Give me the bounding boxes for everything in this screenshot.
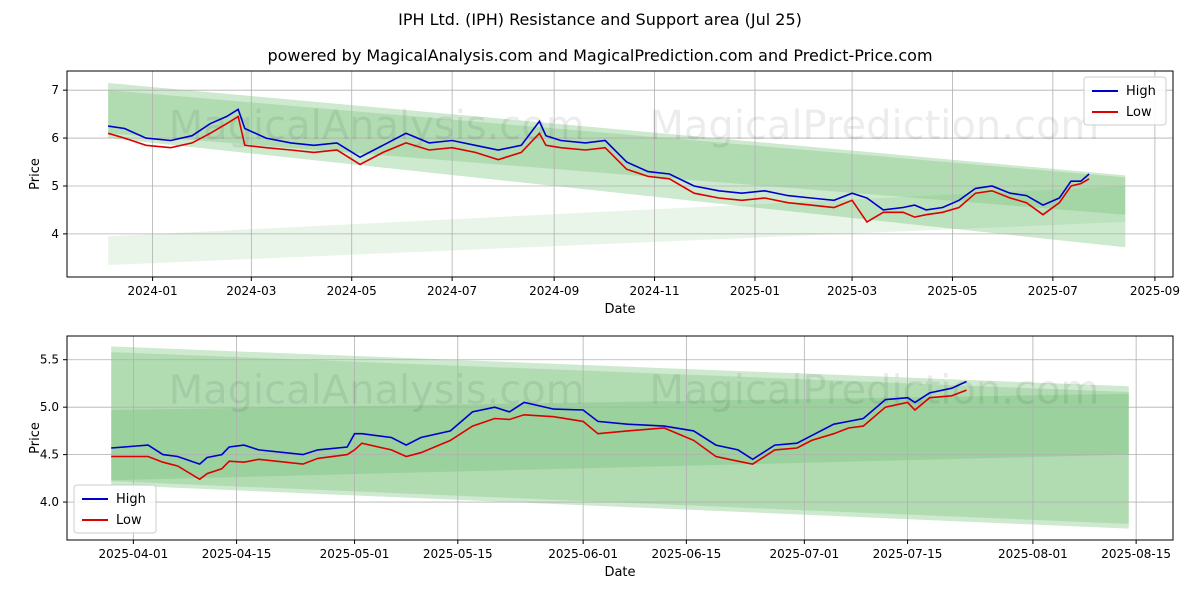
chart1-xtick-label-2024-01: 2024-01 — [128, 284, 178, 298]
chart1-ytick-label-6: 6 — [51, 131, 59, 145]
chart2-xtick-label-2025-07-01: 2025-07-01 — [769, 547, 839, 561]
chart2-y-axis-title: Price — [28, 422, 43, 454]
chart2-legend-label-low: Low — [116, 513, 142, 528]
chart1-ytick-label-5: 5 — [51, 179, 59, 193]
chart2-watermark-left: MagicalAnalysis.com — [169, 367, 585, 413]
chart1-band-support-lower — [108, 185, 1126, 266]
chart1-xtick-label-2024-11: 2024-11 — [629, 284, 679, 298]
chart2-xtick-label-2025-05-01: 2025-05-01 — [320, 547, 390, 561]
chart-full-range: MagicalAnalysis.com MagicalPrediction.com… — [28, 70, 1180, 317]
chart1-xtick-label-2025-09: 2025-09 — [1130, 284, 1180, 298]
chart1-legend-label-low: Low — [1126, 105, 1152, 120]
chart1-series-high — [107, 108, 1090, 211]
chart2-series-low — [111, 389, 967, 481]
chart-title: IPH Ltd. (IPH) Resistance and Support ar… — [398, 10, 802, 29]
chart2-band-core-band — [111, 393, 1129, 481]
chart1-watermark-right: MagicalPrediction.com — [649, 103, 1099, 149]
chart1-xtick-label-2024-05: 2024-05 — [327, 284, 377, 298]
chart1-ytick-label-4: 4 — [51, 227, 59, 241]
chart1-xtick-label-2025-01: 2025-01 — [730, 284, 780, 298]
chart2-ytick-label-5: 5.0 — [40, 400, 59, 414]
chart2-series-high — [111, 380, 967, 466]
chart1-xtick-label-2024-07: 2024-07 — [427, 284, 477, 298]
chart2-ytick-label-5.5: 5.5 — [40, 353, 59, 367]
chart1-x-axis-title: Date — [604, 302, 635, 317]
chart2-legend-label-high: High — [116, 492, 146, 507]
chart2-xtick-label-2025-05-15: 2025-05-15 — [423, 547, 493, 561]
chart2-watermark-right: MagicalPrediction.com — [649, 367, 1099, 413]
chart2-xtick-label-2025-08-01: 2025-08-01 — [998, 547, 1068, 561]
chart2-band-inner-band — [111, 352, 1129, 524]
chart-subtitle: powered by MagicalAnalysis.com and Magic… — [267, 46, 933, 65]
chart2-plot-frame — [66, 335, 1174, 541]
chart2-ytick-label-4.5: 4.5 — [40, 448, 59, 462]
chart1-xtick-label-2025-05: 2025-05 — [927, 284, 977, 298]
chart2-xtick-label-2025-06-01: 2025-06-01 — [548, 547, 618, 561]
chart2-ytick-label-4: 4.0 — [40, 495, 59, 509]
chart2-x-axis-title: Date — [604, 565, 635, 580]
chart2-xtick-label-2025-07-15: 2025-07-15 — [873, 547, 943, 561]
chart1-xtick-label-2025-07: 2025-07 — [1028, 284, 1078, 298]
chart1-plot-frame — [66, 70, 1174, 278]
chart2-xtick-label-2025-06-15: 2025-06-15 — [651, 547, 721, 561]
chart1-xtick-label-2024-03: 2024-03 — [226, 284, 276, 298]
chart1-ytick-label-7: 7 — [51, 83, 59, 97]
chart1-y-axis-title: Price — [28, 158, 43, 190]
chart1-legend-label-high: High — [1126, 84, 1156, 99]
chart1-xtick-label-2024-09: 2024-09 — [529, 284, 579, 298]
chart1-series-low — [107, 115, 1090, 223]
chart1-xtick-label-2025-03: 2025-03 — [827, 284, 877, 298]
chart2-xtick-label-2025-04-15: 2025-04-15 — [202, 547, 272, 561]
chart2-xtick-label-2025-08-15: 2025-08-15 — [1101, 547, 1171, 561]
chart2-band-outer-band — [111, 346, 1129, 529]
chart2-xtick-label-2025-04-01: 2025-04-01 — [98, 547, 168, 561]
chart1-band-resistance-support-upper — [108, 82, 1126, 248]
